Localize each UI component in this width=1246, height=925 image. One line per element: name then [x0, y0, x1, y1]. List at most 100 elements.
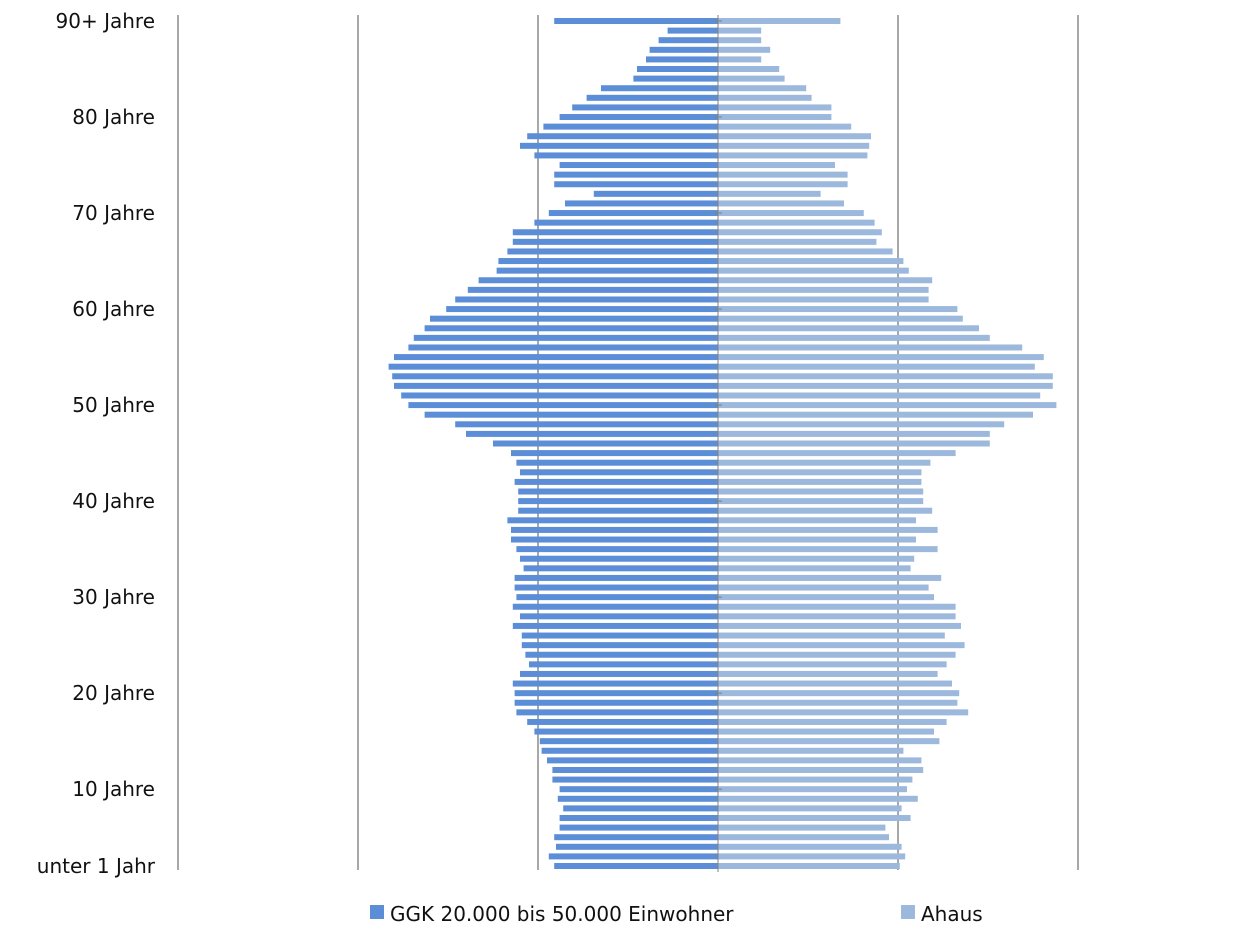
bar-ggk	[523, 565, 718, 572]
bar-ahaus	[718, 546, 938, 553]
bar-ahaus	[718, 430, 990, 437]
bar-ahaus	[718, 171, 848, 178]
bar-ggk	[401, 392, 718, 399]
legend-swatch-ahaus	[901, 905, 915, 919]
series-ggk-bars	[388, 18, 718, 869]
bar-ggk	[518, 488, 718, 495]
bar-ahaus	[718, 315, 963, 322]
bar-ggk	[548, 210, 718, 217]
bar-ggk	[547, 757, 718, 764]
bar-ggk	[554, 834, 718, 841]
bar-ahaus	[718, 728, 934, 735]
bar-ahaus	[718, 670, 938, 677]
y-tick-labels: 90+ Jahre 80 Jahre 70 Jahre 60 Jahre 50 Jahr…	[37, 9, 156, 878]
bar-ggk	[512, 622, 718, 629]
bar-ahaus	[718, 334, 990, 341]
bar-ggk	[455, 296, 718, 303]
bar-ggk	[514, 478, 718, 485]
y-tick-label: 50 Jahre	[72, 393, 155, 417]
bar-ahaus	[718, 373, 1053, 380]
bar-ggk	[554, 18, 718, 24]
bar-ggk	[559, 786, 718, 793]
bar-ggk	[520, 142, 718, 149]
bar-ggk	[527, 133, 718, 140]
bar-ggk	[518, 507, 718, 514]
bar-ggk	[559, 114, 718, 121]
y-tick-label: 30 Jahre	[72, 585, 155, 609]
bar-ahaus	[718, 863, 900, 869]
bar-ahaus	[718, 440, 990, 447]
bar-ggk	[521, 632, 718, 639]
bar-ggk	[534, 728, 718, 735]
bar-ggk	[467, 286, 718, 293]
bar-ahaus	[718, 834, 889, 841]
bar-ahaus	[718, 680, 952, 687]
bar-ggk	[514, 699, 718, 706]
bar-ahaus	[718, 709, 969, 716]
bar-ggk	[572, 104, 718, 111]
bar-ggk	[516, 709, 718, 716]
bar-ahaus	[718, 690, 960, 697]
bar-ggk	[424, 411, 718, 418]
bar-ggk	[394, 354, 718, 361]
bar-ggk	[554, 171, 718, 178]
y-tick-label: 70 Jahre	[72, 201, 155, 225]
bar-ggk	[516, 594, 718, 601]
bar-ahaus	[718, 738, 940, 745]
bar-ahaus	[718, 46, 771, 53]
bar-ggk	[424, 325, 718, 332]
bar-ggk	[511, 536, 718, 543]
bar-ggk	[511, 526, 718, 533]
bar-ahaus	[718, 382, 1053, 389]
bar-ggk	[534, 152, 718, 159]
legend: GGK 20.000 bis 50.000 Einwohner Ahaus	[370, 902, 983, 925]
bar-ahaus	[718, 805, 902, 812]
bar-ggk	[539, 738, 718, 745]
bar-ahaus	[718, 325, 979, 332]
y-tick-label: 60 Jahre	[72, 297, 155, 321]
bar-ahaus	[718, 699, 958, 706]
bar-ahaus	[718, 286, 929, 293]
legend-swatch-ggk	[370, 905, 384, 919]
bar-ggk	[514, 574, 718, 581]
bar-ggk	[394, 382, 718, 389]
bar-ggk	[516, 459, 718, 466]
y-tick-label: 20 Jahre	[72, 681, 155, 705]
bar-ggk	[554, 181, 718, 188]
bar-ahaus	[718, 267, 909, 274]
bar-ahaus	[718, 795, 918, 802]
bar-ahaus	[718, 459, 931, 466]
bar-ggk	[511, 450, 718, 457]
bar-ggk	[559, 162, 718, 169]
bar-ahaus	[718, 555, 915, 562]
bar-ggk	[455, 421, 718, 428]
bar-ahaus	[718, 584, 929, 591]
bar-ahaus	[718, 661, 947, 668]
bar-ggk	[392, 373, 718, 380]
bar-ggk	[527, 718, 718, 725]
center-axis	[714, 15, 722, 872]
bar-ahaus	[718, 104, 832, 111]
bar-ahaus	[718, 258, 904, 265]
bar-ahaus	[718, 200, 844, 207]
bar-ggk	[466, 430, 718, 437]
bar-ggk	[446, 306, 718, 313]
bar-ggk	[478, 277, 718, 284]
bar-ggk	[557, 795, 718, 802]
bar-ggk	[554, 863, 718, 869]
bar-ggk	[646, 56, 718, 63]
bar-ggk	[512, 680, 718, 687]
bar-ahaus	[718, 814, 911, 821]
bar-ggk	[512, 603, 718, 610]
bar-ahaus	[718, 392, 1041, 399]
bar-ggk	[507, 517, 718, 524]
bar-ahaus	[718, 488, 924, 495]
bar-ggk	[552, 776, 718, 783]
bar-ggk	[534, 219, 718, 226]
bar-ahaus	[718, 824, 886, 831]
bar-ahaus	[718, 776, 913, 783]
bar-ahaus	[718, 219, 875, 226]
bar-ahaus	[718, 411, 1033, 418]
bar-ahaus	[718, 766, 924, 773]
bar-ggk	[498, 258, 718, 265]
